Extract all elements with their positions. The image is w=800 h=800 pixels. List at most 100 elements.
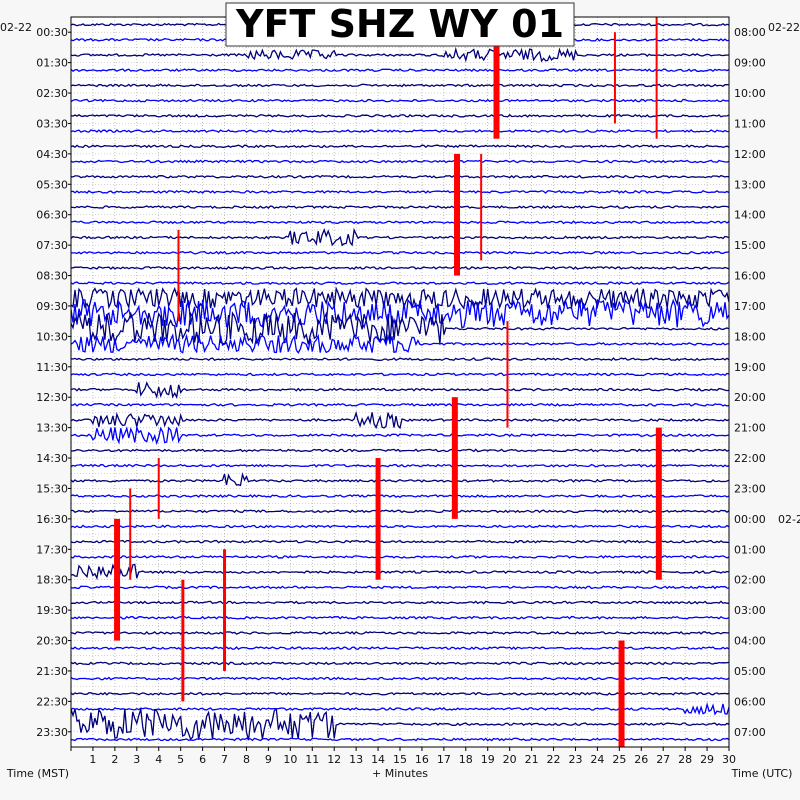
x-tick-label: 25 [612, 753, 626, 766]
left-time-label: 13:30 [36, 422, 68, 435]
seismogram-trace [70, 286, 730, 310]
seismogram-trace [70, 539, 730, 544]
right-time-label: 08:00 [734, 26, 766, 39]
x-tick-label: 28 [678, 753, 692, 766]
left-time-label: 19:30 [36, 604, 68, 617]
x-tick-label: 18 [459, 753, 473, 766]
x-tick-label: 23 [568, 753, 582, 766]
clipped-event-marker [613, 32, 616, 124]
seismogram-trace [70, 600, 730, 605]
seismogram-trace [70, 159, 730, 164]
seismogram-trace [70, 585, 730, 590]
left-time-label: 15:30 [36, 482, 68, 495]
right-time-label: 12:00 [734, 148, 766, 161]
seismogram-trace [70, 524, 730, 529]
x-tick-label: 19 [481, 753, 495, 766]
x-tick-label: 4 [155, 753, 162, 766]
chart-title: YFT SHZ WY 01 [235, 2, 564, 46]
left-axis-label: Time (MST) [6, 767, 69, 780]
x-tick-label: 29 [700, 753, 714, 766]
clipped-event-marker [655, 427, 662, 580]
seismogram-trace [70, 509, 730, 514]
seismogram-trace [70, 311, 730, 346]
clipped-event-marker [177, 229, 180, 322]
seismogram-trace [71, 250, 730, 255]
seismogram-trace [70, 220, 730, 225]
clipped-event-marker [375, 458, 381, 580]
left-time-label: 21:30 [36, 665, 68, 678]
right-time-label: 20:00 [734, 391, 766, 404]
seismogram-trace [70, 144, 730, 149]
x-tick-label: 2 [111, 753, 118, 766]
date-right: 02-22 [768, 21, 800, 34]
seismogram-trace [70, 563, 730, 581]
right-time-label: 09:00 [734, 57, 766, 70]
x-axis-label: + Minutes [372, 767, 428, 780]
left-time-axis: 00:30 01:30 02:30 03:30 04:30 05:30 06:30 07:30… [36, 26, 71, 739]
left-time-label: 10:30 [36, 330, 68, 343]
right-time-label: 23:00 [734, 482, 766, 495]
left-time-label: 23:30 [36, 726, 68, 739]
seismogram-trace [70, 402, 730, 407]
right-time-label: 03:00 [734, 604, 766, 617]
right-time-label: 00:00 [734, 513, 766, 526]
x-tick-label: 24 [590, 753, 604, 766]
left-time-label: 20:30 [36, 635, 68, 648]
x-tick-label: 15 [393, 753, 407, 766]
x-tick-label: 21 [525, 753, 539, 766]
left-time-label: 12:30 [36, 391, 68, 404]
left-time-label: 22:30 [36, 695, 68, 708]
right-time-label: 16:00 [734, 270, 766, 283]
right-time-label: 22:00 [734, 452, 766, 465]
x-tick-label: 14 [371, 753, 385, 766]
left-time-label: 06:30 [36, 209, 68, 222]
right-time-label: 10:00 [734, 87, 766, 100]
seismogram-trace [70, 472, 730, 487]
left-time-label: 05:30 [36, 178, 68, 191]
x-tick-label: 12 [327, 753, 341, 766]
x-tick-label: 1 [89, 753, 96, 766]
left-time-label: 07:30 [36, 239, 68, 252]
seismogram-trace [70, 98, 730, 103]
right-time-label: 02:00 [734, 574, 766, 587]
seismogram-trace [70, 425, 730, 446]
seismogram-trace [70, 381, 730, 400]
left-time-label: 09:30 [36, 300, 68, 313]
left-time-label: 04:30 [36, 148, 68, 161]
left-time-label: 01:30 [36, 57, 68, 70]
x-tick-label: 9 [265, 753, 272, 766]
clipped-event-marker [223, 549, 227, 671]
left-time-label: 17:30 [36, 543, 68, 556]
x-tick-label: 20 [503, 753, 517, 766]
x-tick-label: 3 [133, 753, 140, 766]
x-tick-label: 6 [199, 753, 206, 766]
right-time-label: 11:00 [734, 117, 766, 130]
seismogram-trace [70, 227, 730, 247]
seismogram-trace [70, 174, 730, 179]
chart-title-box: YFT SHZ WY 01 [225, 2, 575, 47]
seismogram-trace [70, 630, 729, 635]
left-time-label: 02:30 [36, 87, 68, 100]
seismogram-trace [70, 83, 730, 88]
seismogram-trace [70, 281, 730, 286]
x-tick-label: 27 [656, 753, 670, 766]
seismogram-trace [70, 46, 730, 63]
minutes-axis: 1 2 3 4 5 6 7 8 9 10 11 12 13 14 15 16 17 18 19 20 21 22 23 24 2… [70, 747, 736, 766]
x-tick-label: 10 [283, 753, 297, 766]
left-time-label: 16:30 [36, 513, 68, 526]
left-time-label: 11:30 [36, 361, 68, 374]
x-tick-label: 16 [415, 753, 429, 766]
seismogram-trace [70, 266, 730, 270]
right-time-label: 13:00 [734, 178, 766, 191]
right-time-label: 01:00 [734, 543, 766, 556]
clipped-event-marker [157, 458, 160, 519]
seismogram-trace [70, 333, 730, 355]
seismogram-trace [70, 68, 730, 73]
clipped-event-marker [114, 518, 121, 641]
left-time-label: 03:30 [36, 117, 68, 130]
x-tick-label: 7 [221, 753, 228, 766]
right-time-label: 14:00 [734, 209, 766, 222]
x-tick-label: 11 [305, 753, 319, 766]
right-time-label: 06:00 [734, 695, 766, 708]
